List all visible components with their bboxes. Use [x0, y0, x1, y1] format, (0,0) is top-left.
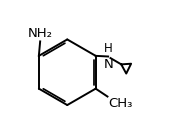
Text: NH₂: NH₂ [28, 27, 53, 40]
Text: N: N [103, 58, 113, 71]
Text: CH₃: CH₃ [108, 97, 133, 110]
Text: H: H [104, 42, 113, 55]
